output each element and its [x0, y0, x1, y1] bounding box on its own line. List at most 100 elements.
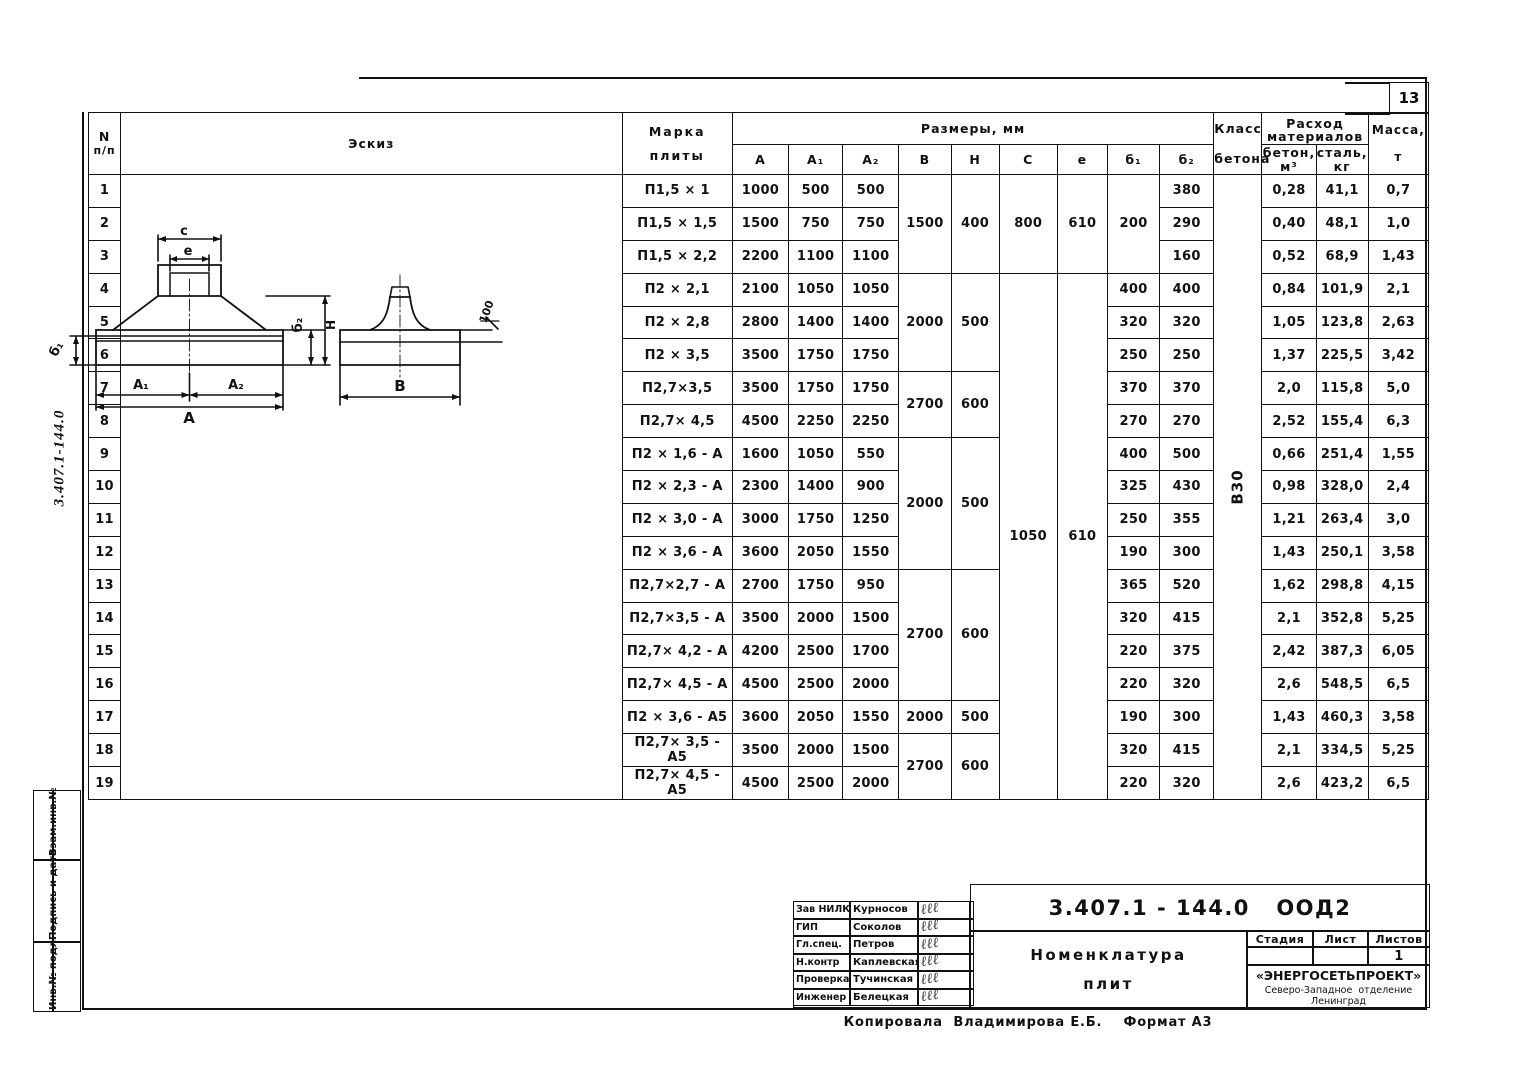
cell-b1: 250 — [1106, 502, 1161, 537]
cell-total-mass: 2,4 — [1367, 470, 1430, 504]
header-col-B: В — [898, 144, 952, 175]
signature-mark: ℓℓℓ — [919, 936, 940, 953]
cell-concrete-volume: 2,6 — [1261, 766, 1317, 800]
table-row: 13 П2,7×2,7 - А 2700 1750 950 2700 600 365 520 1,… — [87, 568, 1430, 702]
cell-total-mass: 6,05 — [1367, 634, 1430, 669]
cell-b2: 380 — [1159, 174, 1215, 208]
cell-rowno: 18 — [87, 733, 122, 768]
cell-A: 2100 — [731, 272, 790, 307]
page-number-box: 13 — [1389, 82, 1429, 114]
cell-mark: П2,7× 3,5 - А5 — [621, 733, 733, 768]
cell-b2: 375 — [1159, 634, 1215, 669]
cell-A1: 1100 — [788, 239, 844, 274]
stamp-sheets-value-cell — [1368, 947, 1430, 965]
cell-total-mass: 1,55 — [1367, 437, 1430, 472]
cell-total-mass: 6,3 — [1367, 404, 1430, 439]
cell-b1: 250 — [1106, 338, 1161, 373]
cell-A1: 1400 — [788, 305, 844, 340]
frame-bottom — [82, 1008, 1427, 1010]
cell-total-mass: 3,58 — [1367, 700, 1430, 735]
cell-A: 1000 — [731, 174, 790, 208]
cell-b2: 320 — [1159, 766, 1215, 800]
cell-A2: 1700 — [842, 634, 900, 669]
cell-b2: 320 — [1159, 667, 1215, 702]
cell-rowno: 4 — [87, 272, 122, 307]
cell-b2: 300 — [1159, 700, 1215, 735]
cell-A: 1500 — [731, 206, 790, 241]
stamp-person-name: Петров — [850, 936, 918, 954]
cell-concrete-volume: 1,62 — [1261, 568, 1317, 603]
cell-mark: П1,5 × 1 — [621, 174, 733, 208]
cell-b2: 415 — [1159, 733, 1215, 768]
stamp-stage-value — [1247, 947, 1313, 965]
cell-A1: 2500 — [788, 667, 844, 702]
left-stamp-cell-2 — [33, 860, 53, 942]
stamp-person-name: Каплевская — [850, 953, 918, 971]
cell-rowno: 8 — [87, 404, 122, 439]
cell-b1: 220 — [1106, 766, 1161, 800]
cell-H: 500 — [950, 272, 1000, 373]
cell-mark: П2,7× 4,5 — [621, 404, 733, 439]
cell-A1: 2500 — [788, 634, 844, 669]
table-row: 19 П2,7× 4,5 - А5 4500 2500 2000 220 320 2,6 423… — [87, 766, 1430, 800]
table-row: 4 П2 × 2,1 2100 1050 1050 2000 500 1050 610 400 40… — [87, 272, 1430, 801]
cell-b1: 200 — [1106, 174, 1161, 274]
signature-mark: ℓℓℓ — [919, 918, 940, 936]
cell-total-mass: 0,7 — [1367, 174, 1430, 208]
cell-sketch-area — [120, 174, 623, 800]
cell-total-mass: 5,0 — [1367, 371, 1430, 406]
left-stamp-label-1: Подпись и дата — [48, 849, 59, 940]
concrete-class-value: В30 — [1228, 469, 1247, 505]
header-col-C: С — [998, 144, 1058, 175]
cell-concrete-volume: 0,28 — [1261, 174, 1317, 208]
stamp-sheets-header: Листов — [1375, 932, 1423, 946]
cell-A: 4200 — [731, 634, 790, 669]
cell-B: 2000 — [898, 700, 952, 735]
cell-A2: 1750 — [842, 338, 900, 373]
stamp-sheet-value-cell — [1313, 947, 1368, 965]
cell-H: 500 — [950, 437, 1000, 570]
header-mass: Масса, т — [1367, 112, 1430, 175]
cell-A: 3500 — [731, 601, 790, 636]
table-row: 1 П1,5 × 1 1000 500 500 1500 400 800 610 200 380 В3… — [87, 174, 1430, 800]
cell-concrete-volume: 2,1 — [1261, 601, 1317, 636]
table-row: 14 П2,7×3,5 - А 3500 2000 1500 320 415 2,1 352,8… — [87, 601, 1430, 636]
header-rowno: N п/п — [87, 112, 122, 175]
cell-rowno: 16 — [87, 667, 122, 702]
cell-concrete-volume: 0,40 — [1261, 206, 1317, 241]
stamp-org-line3: Ленинград — [1311, 995, 1366, 1007]
signature-mark: ℓℓℓ — [919, 988, 940, 1006]
cell-A: 3600 — [731, 700, 790, 735]
cell-total-mass: 6,5 — [1367, 766, 1430, 800]
header-sketch: Эскиз — [120, 112, 623, 175]
left-margin-stamp: Взам.инв.№ Подпись и дата Инв.№ подл. — [33, 788, 81, 1012]
cell-concrete-volume: 0,84 — [1261, 272, 1317, 307]
cell-total-mass: 4,15 — [1367, 568, 1430, 603]
cell-H: 400 — [950, 174, 1000, 274]
cell-A1: 2500 — [788, 766, 844, 800]
cell-A: 3600 — [731, 535, 790, 570]
cell-steel-mass: 263,4 — [1315, 502, 1369, 537]
cell-concrete-volume: 2,42 — [1261, 634, 1317, 669]
stamp-signature: ℓℓℓ — [918, 988, 970, 1006]
stamp-org-name: «ЭНЕРГОСЕТЬПРОЕКТ» — [1255, 967, 1422, 983]
cell-A2: 900 — [842, 470, 900, 504]
cell-b1: 220 — [1106, 667, 1161, 702]
cell-steel-mass: 460,3 — [1315, 700, 1369, 735]
table-row: 18 П2,7× 3,5 - А5 3500 2000 1500 2700 600 320 41… — [87, 733, 1430, 800]
cell-steel-mass: 328,0 — [1315, 470, 1369, 504]
header-sizes-group: Размеры, мм — [731, 112, 1215, 145]
stamp-sheet-value — [1313, 947, 1368, 965]
cell-concrete-volume: 1,43 — [1261, 700, 1317, 735]
stamp-sheets-cell — [1368, 931, 1430, 947]
cell-steel-mass: 334,5 — [1315, 733, 1369, 768]
cell-total-mass: 3,0 — [1367, 502, 1430, 537]
cell-A2: 1400 — [842, 305, 900, 340]
cell-mark: П2 × 2,3 - А — [621, 470, 733, 504]
stamp-person-name: Курносов — [850, 901, 918, 919]
signature-mark: ℓℓℓ — [919, 901, 940, 918]
cell-mark: П2 × 2,8 — [621, 305, 733, 340]
cell-rowno: 11 — [87, 502, 122, 537]
stamp-signature: ℓℓℓ — [918, 936, 970, 954]
